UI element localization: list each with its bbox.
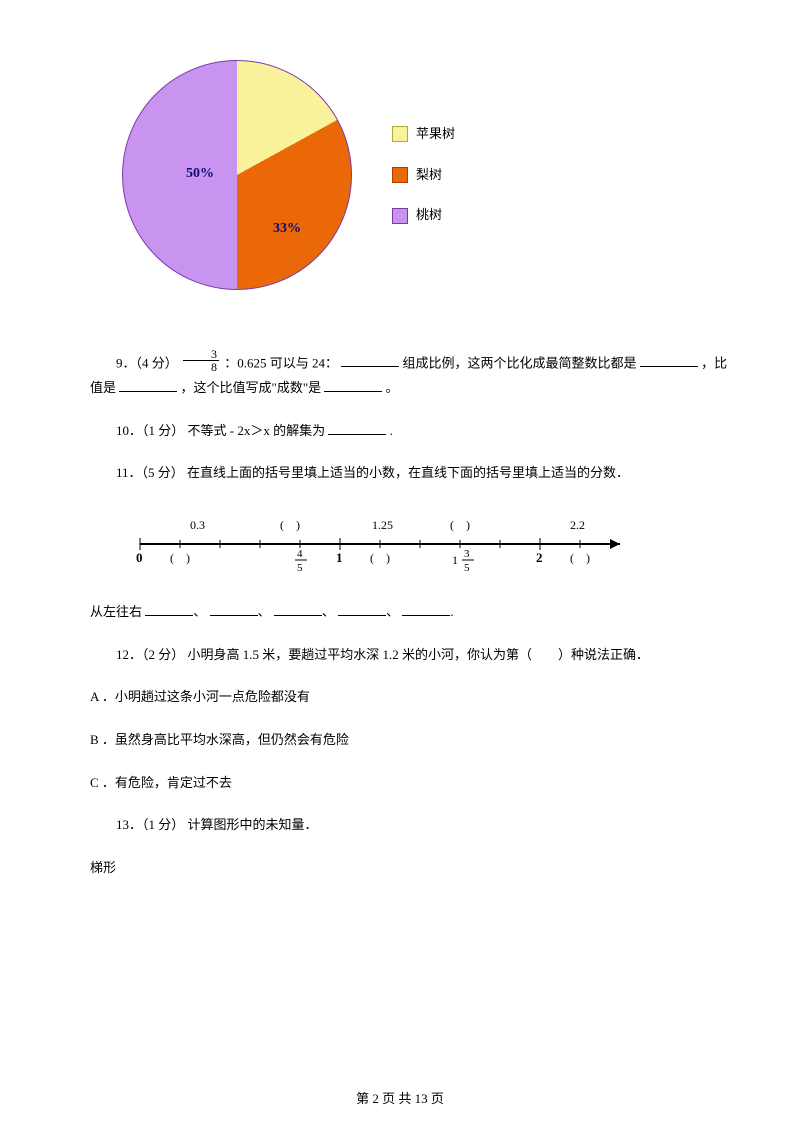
q13-text: 计算图形中的未知量． — [188, 817, 318, 832]
pie-slice-peach-label: 50% — [186, 161, 214, 188]
legend-row: 苹果树 — [392, 122, 455, 147]
question-12: 12．（2 分） 小明身高 1.5 米，要趟过平均水深 1.2 米的小河，你认为… — [90, 643, 728, 668]
legend-label: 桃树 — [416, 203, 442, 228]
svg-text:( ): ( ) — [570, 551, 590, 565]
q11-fromleft: 从左往右 、 、 、 、 . — [90, 600, 728, 625]
q9-text: 组成比例，这两个比化成最简整数比都是 — [403, 355, 637, 370]
q11-points: （5 分） — [142, 465, 184, 480]
footer-page-current: 2 — [372, 1091, 379, 1106]
svg-text:( ): ( ) — [370, 551, 390, 565]
q11-fromleft-label: 从左往右 — [90, 604, 142, 619]
footer-text: 页 — [431, 1091, 444, 1106]
blank — [640, 354, 698, 367]
legend-swatch-pear-icon — [392, 167, 408, 183]
q12-text: 小明身高 1.5 米，要趟过平均水深 1.2 米的小河，你认为第（ ）种说法正确… — [188, 647, 650, 662]
q9-text: ，这个比值写成"成数"是 — [181, 380, 322, 395]
svg-text:0.3: 0.3 — [190, 518, 205, 532]
svg-text:0: 0 — [136, 550, 143, 565]
question-10: 10．（1 分） 不等式 - 2x＞x 的解集为 . — [90, 419, 728, 444]
question-9: 9．（4 分） 3 8 ：0.625 可以与 24： 组成比例，这两个比化成最简… — [90, 348, 728, 401]
fraction-icon: 3 8 — [183, 348, 219, 373]
page-footer: 第 2 页 共 13 页 — [0, 1087, 800, 1112]
legend-row: 桃树 — [392, 203, 455, 228]
fraction-denominator: 8 — [183, 361, 219, 373]
blank — [274, 603, 322, 616]
q9-text: ：0.625 可以与 24： — [224, 355, 338, 370]
svg-text:1: 1 — [452, 553, 458, 567]
q9-points: （4 分） — [136, 355, 178, 370]
footer-page-total: 13 — [415, 1091, 428, 1106]
svg-text:( ): ( ) — [170, 551, 190, 565]
question-13: 13．（1 分） 计算图形中的未知量． — [90, 813, 728, 838]
svg-text:3: 3 — [464, 548, 470, 560]
q9-text: 。 — [386, 380, 399, 395]
number-line: 0 1 2 0.3 ( ) 1.25 ( ) 2.2 ( ) 4 5 ( ) 1… — [122, 504, 728, 582]
q11-text: 在直线上面的括号里填上适当的小数，在直线下面的括号里填上适当的分数． — [187, 465, 629, 480]
blank — [402, 603, 450, 616]
svg-text:1.25: 1.25 — [372, 518, 393, 532]
q12-points: （2 分） — [142, 647, 184, 662]
punct: 、 — [193, 604, 206, 619]
legend-swatch-apple-icon — [392, 126, 408, 142]
legend-label: 梨树 — [416, 163, 442, 188]
svg-text:5: 5 — [297, 562, 303, 574]
q10-text: 不等式 - 2x＞x 的解集为 — [188, 423, 326, 438]
blank — [210, 603, 258, 616]
svg-text:( ): ( ) — [450, 518, 470, 532]
q12-option-a: A ．小明趟过这条小河一点危险都没有 — [90, 685, 728, 710]
pie-chart: 50% 33% 苹果树 梨树 桃树 — [102, 60, 728, 330]
q13-sub: 梯形 — [90, 856, 728, 881]
pie-legend: 苹果树 梨树 桃树 — [392, 122, 455, 244]
blank — [338, 603, 386, 616]
q12-option-c: C ．有危险，肯定过不去 — [90, 771, 728, 796]
blank — [119, 379, 177, 392]
blank — [324, 379, 382, 392]
q13-points: （1 分） — [142, 817, 184, 832]
legend-swatch-peach-icon — [392, 208, 408, 224]
number-line-svg: 0 1 2 0.3 ( ) 1.25 ( ) 2.2 ( ) 4 5 ( ) 1… — [122, 504, 642, 574]
legend-row: 梨树 — [392, 163, 455, 188]
svg-text:5: 5 — [464, 562, 470, 574]
legend-label: 苹果树 — [416, 122, 455, 147]
punct: 、 — [386, 604, 399, 619]
svg-text:2: 2 — [536, 550, 543, 565]
svg-text:1: 1 — [336, 550, 343, 565]
svg-text:4: 4 — [297, 548, 303, 560]
q10-points: （1 分） — [142, 423, 184, 438]
blank — [145, 603, 193, 616]
q10-text: . — [390, 423, 393, 438]
blank — [328, 422, 386, 435]
punct: 、 — [258, 604, 271, 619]
svg-text:2.2: 2.2 — [570, 518, 585, 532]
footer-text: 第 — [356, 1091, 372, 1106]
blank — [341, 354, 399, 367]
footer-text: 页 共 — [382, 1091, 415, 1106]
q12-option-b: B ．虽然身高比平均水深高，但仍然会有危险 — [90, 728, 728, 753]
pie-body: 50% 33% — [122, 60, 352, 290]
svg-text:( ): ( ) — [280, 518, 300, 532]
pie-slice-pear-label: 33% — [273, 216, 301, 243]
question-11: 11．（5 分） 在直线上面的括号里填上适当的小数，在直线下面的括号里填上适当的… — [90, 461, 728, 486]
punct: 、 — [322, 604, 335, 619]
